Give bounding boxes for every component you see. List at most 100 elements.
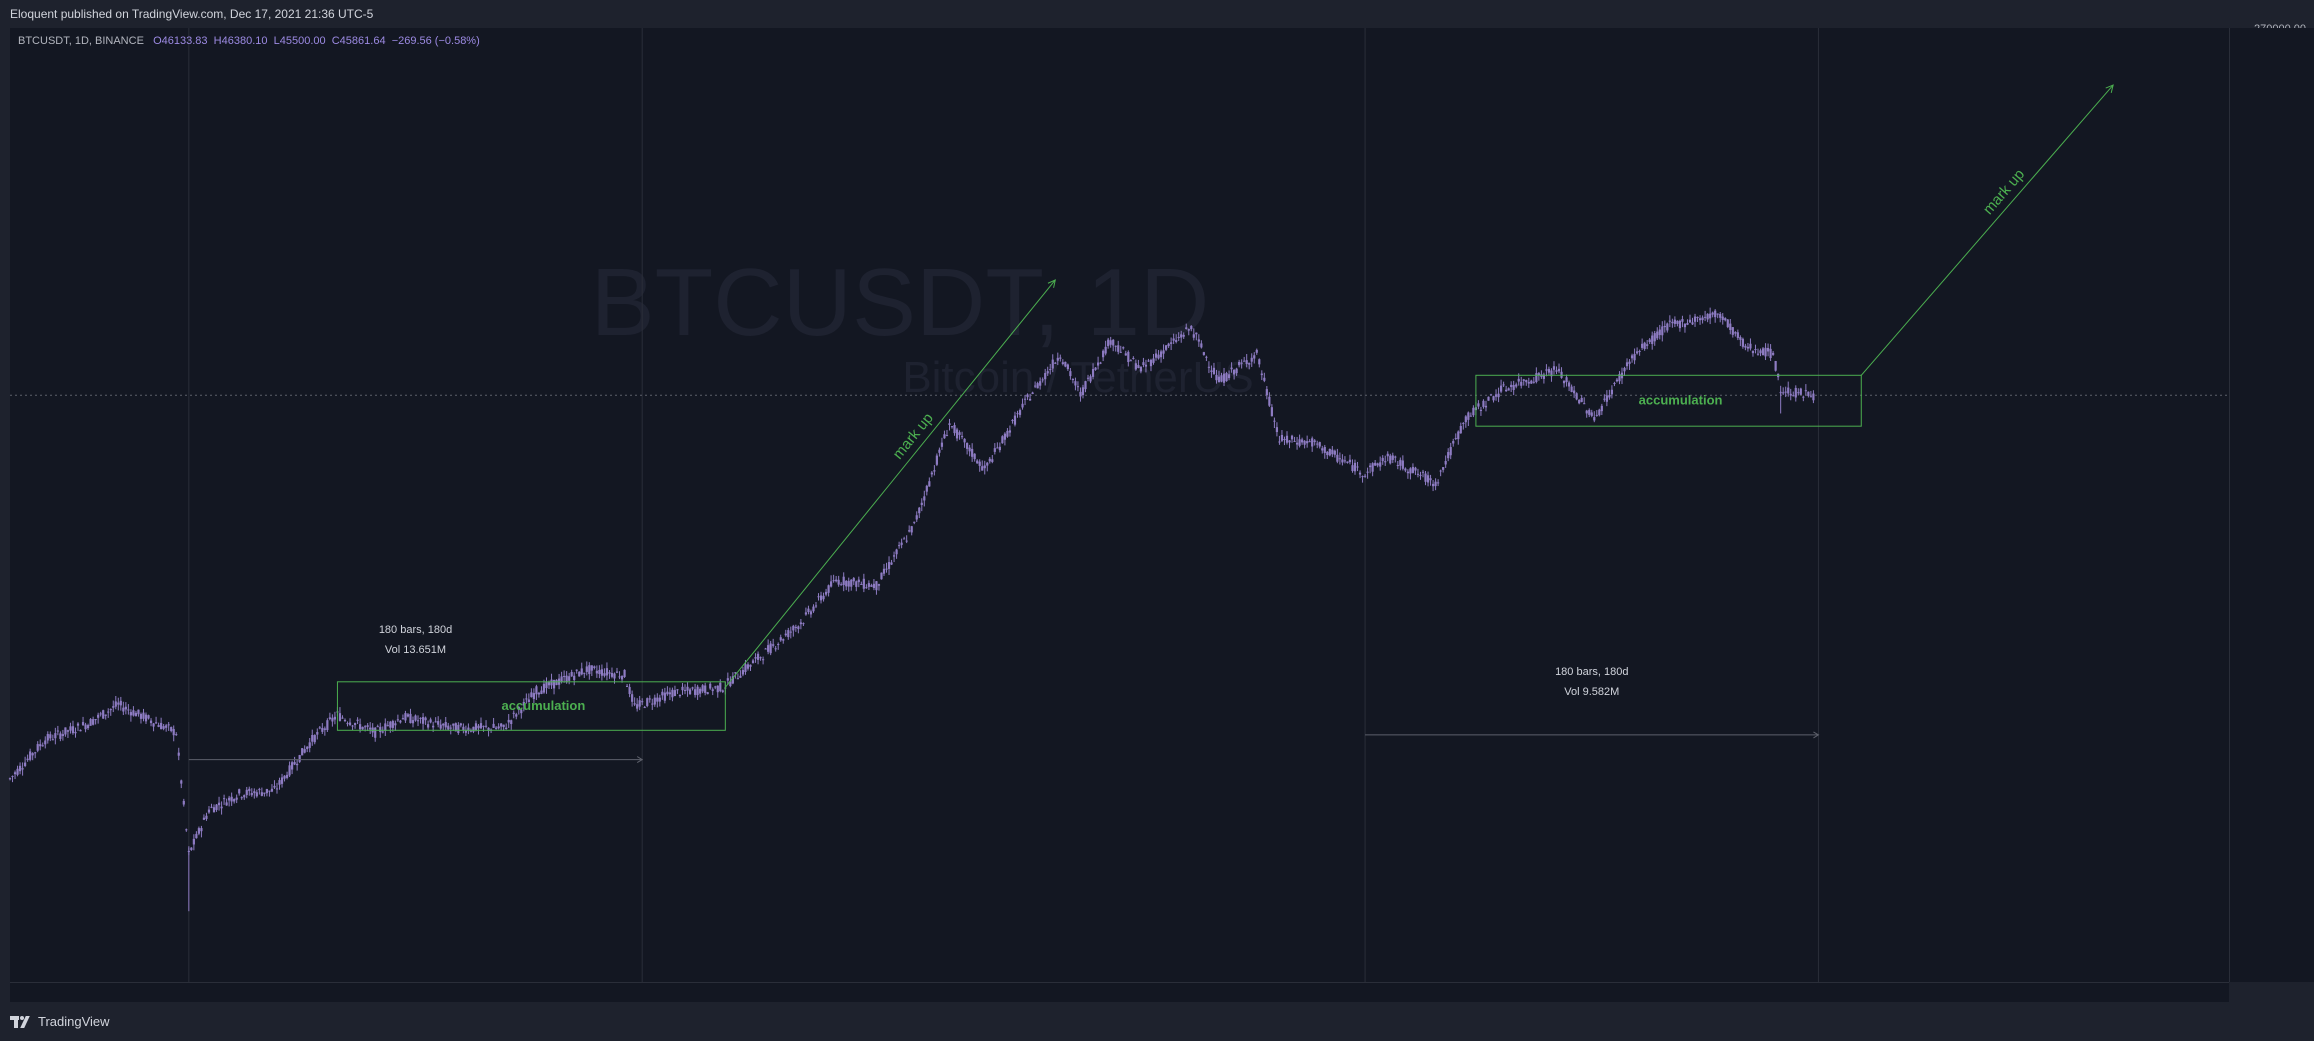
candle-body — [1409, 468, 1412, 474]
candle-body — [316, 732, 319, 735]
candle-body — [1489, 394, 1493, 396]
candle-body — [1520, 381, 1523, 386]
candle-body — [432, 725, 435, 728]
tradingview-logo[interactable]: TradingView — [10, 1014, 110, 1029]
candle-body — [515, 714, 518, 717]
candle-body — [1386, 453, 1389, 457]
candle-body — [537, 692, 541, 695]
accumulation-box — [336, 681, 726, 731]
candle-body — [1091, 369, 1095, 377]
candle-body — [1787, 387, 1790, 394]
candle-body — [1265, 389, 1268, 396]
candle-body — [1429, 478, 1432, 481]
candle-body — [1180, 334, 1183, 338]
candle-body — [442, 723, 445, 726]
candle-body — [1363, 475, 1367, 477]
candle-body — [331, 717, 334, 722]
candle-body — [590, 665, 593, 671]
candle-body — [1477, 403, 1480, 407]
candle-body — [761, 659, 765, 661]
candle-body — [918, 507, 921, 514]
candle-body — [1484, 405, 1488, 408]
candle-body — [1177, 336, 1180, 338]
candle-body — [1167, 343, 1170, 347]
price-axis[interactable] — [2229, 28, 2314, 982]
candle-body — [1761, 348, 1765, 356]
candle-body — [620, 676, 624, 680]
candle-body — [56, 730, 59, 732]
candle-body — [1651, 335, 1654, 345]
candle-body — [1016, 413, 1019, 415]
candle-body — [459, 723, 462, 726]
candle-body — [777, 644, 780, 646]
candle-body — [1006, 430, 1009, 437]
candle-body — [1756, 353, 1760, 355]
candle-body — [1066, 364, 1069, 370]
candle-body — [102, 710, 105, 719]
candle-body — [688, 689, 692, 695]
candle-body — [1381, 457, 1384, 462]
candle-body — [1714, 310, 1717, 318]
candle-body — [1678, 320, 1682, 329]
candle-body — [686, 686, 689, 691]
candle-body — [1341, 459, 1344, 463]
candle-body — [1366, 471, 1369, 473]
candle-body — [1676, 320, 1679, 324]
candle-body — [149, 720, 153, 724]
candle-body — [288, 765, 291, 776]
candle-body — [122, 707, 125, 712]
candle-body — [1129, 360, 1132, 362]
candle-body — [1285, 435, 1289, 443]
candle-body — [998, 446, 1001, 451]
candle-body — [1212, 367, 1216, 375]
candle-body — [1404, 468, 1407, 471]
candle-body — [142, 712, 145, 719]
candle-body — [699, 688, 702, 694]
candle-body — [958, 432, 961, 435]
candle-body — [273, 785, 276, 788]
candle-body — [555, 679, 558, 686]
candle-body — [1331, 449, 1334, 455]
chart-area[interactable] — [10, 28, 2229, 982]
candle-body — [1492, 396, 1495, 401]
candle-body — [1104, 346, 1107, 354]
candle-body — [1479, 409, 1483, 412]
candle-body — [570, 672, 573, 677]
candle-body — [955, 429, 959, 439]
candle-body — [1593, 417, 1596, 421]
candle-body — [1273, 420, 1276, 422]
candle-body — [1149, 359, 1153, 367]
candle-body — [303, 749, 306, 753]
candle-body — [202, 817, 206, 820]
candle-body — [1379, 462, 1382, 467]
candle-body — [1812, 393, 1815, 401]
candle-body — [1749, 343, 1752, 349]
candle-body — [1046, 371, 1049, 374]
candle-body — [1515, 384, 1518, 387]
candle-body — [147, 715, 150, 719]
candle-body — [1270, 407, 1273, 417]
candle-body — [1278, 441, 1281, 443]
candle-body — [1698, 318, 1702, 321]
candle-body — [928, 481, 931, 487]
candle-body — [638, 700, 641, 707]
candle-body — [877, 584, 881, 586]
candle-body — [704, 685, 707, 693]
candle-body — [31, 753, 34, 756]
candle-body — [1205, 356, 1208, 358]
candle-body — [44, 740, 47, 745]
candle-body — [89, 719, 92, 726]
candle-body — [726, 678, 729, 681]
candle-body — [270, 788, 274, 792]
candle-body — [578, 671, 581, 677]
candle-body — [910, 526, 913, 533]
candle-body — [658, 697, 661, 702]
candle-body — [892, 555, 896, 557]
publisher-bar: Eloquent published on TradingView.com, D… — [0, 0, 2314, 28]
candle-body — [268, 790, 271, 792]
candle-body — [1230, 367, 1233, 370]
candle-body — [497, 726, 500, 729]
time-axis[interactable] — [10, 982, 2229, 1003]
candle-body — [1303, 440, 1306, 445]
